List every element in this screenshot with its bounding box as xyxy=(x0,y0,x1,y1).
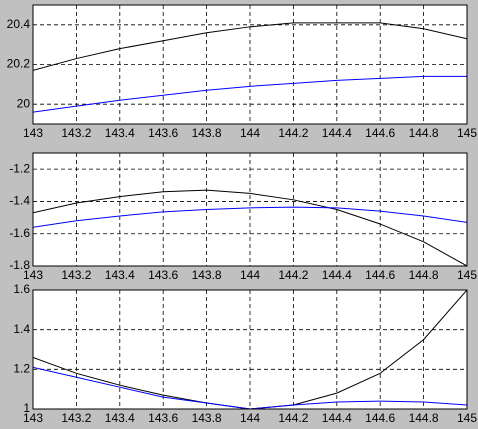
y-tick-label: 20 xyxy=(17,96,31,110)
axes-box xyxy=(32,4,468,125)
x-tick-label: 144 xyxy=(240,126,260,140)
y-tick-label: -1.4 xyxy=(9,194,30,208)
y-tick-label: 20.4 xyxy=(7,17,31,31)
x-tick-label: 144.6 xyxy=(365,411,395,425)
series-line xyxy=(33,366,467,409)
x-tick-label: 143.4 xyxy=(105,411,135,425)
series-line xyxy=(33,189,467,266)
x-tick-label: 144.4 xyxy=(322,411,352,425)
x-tick-label: 143.8 xyxy=(192,268,222,282)
subplot: 143 143.2 143.4 143.6 143.8 144 144.2 144.4 144.… xyxy=(9,152,477,282)
x-tick-label: 145 xyxy=(457,268,477,282)
x-tick-label: 144.8 xyxy=(409,411,439,425)
series-line xyxy=(33,75,467,113)
x-tick-label: 144.4 xyxy=(322,126,352,140)
y-tick-label: 20.2 xyxy=(7,57,31,71)
x-tick-label: 144.4 xyxy=(322,268,352,282)
subplot: 143 143.2 143.4 143.6 143.8 144 144.2 144.4 144.… xyxy=(13,282,477,425)
x-tick-label: 143 xyxy=(23,411,43,425)
subplot: 143 143.2 143.4 143.6 143.8 144 144.2 144.4 144.… xyxy=(7,4,477,140)
x-tick-label: 143.6 xyxy=(148,268,178,282)
axes-box xyxy=(32,289,468,410)
x-tick-label: 144 xyxy=(240,411,260,425)
x-tick-label: 143.4 xyxy=(105,268,135,282)
y-tick-label: 1 xyxy=(23,401,30,415)
x-tick-label: 145 xyxy=(457,126,477,140)
x-tick-label: 144.2 xyxy=(278,126,308,140)
x-tick-label: 143.2 xyxy=(61,268,91,282)
x-tick-label: 143.2 xyxy=(61,126,91,140)
x-tick-label: 143.4 xyxy=(105,126,135,140)
series-line xyxy=(33,290,467,409)
x-tick-label: 144.8 xyxy=(409,268,439,282)
y-tick-label: -1.8 xyxy=(9,258,30,272)
axes-box xyxy=(32,152,468,267)
y-tick-label: 1.4 xyxy=(13,322,30,336)
x-tick-label: 144.2 xyxy=(278,268,308,282)
x-tick-label: 143.8 xyxy=(192,126,222,140)
x-tick-label: 144.6 xyxy=(365,126,395,140)
x-tick-label: 143.2 xyxy=(61,411,91,425)
x-tick-label: 143 xyxy=(23,126,43,140)
x-tick-label: 145 xyxy=(457,411,477,425)
x-tick-label: 143.6 xyxy=(148,411,178,425)
x-tick-label: 143.8 xyxy=(192,411,222,425)
y-tick-label: -1.6 xyxy=(9,226,30,240)
x-tick-label: 143 xyxy=(23,268,43,282)
x-tick-label: 144.6 xyxy=(365,268,395,282)
y-tick-label: 1.2 xyxy=(13,362,30,376)
series-line xyxy=(33,206,467,228)
x-tick-label: 144.2 xyxy=(278,411,308,425)
x-tick-label: 144.8 xyxy=(409,126,439,140)
y-tick-label: -1.2 xyxy=(9,161,30,175)
x-tick-label: 144 xyxy=(240,268,260,282)
x-tick-label: 143.6 xyxy=(148,126,178,140)
y-tick-label: 1.6 xyxy=(13,282,30,296)
series-line xyxy=(33,22,467,71)
